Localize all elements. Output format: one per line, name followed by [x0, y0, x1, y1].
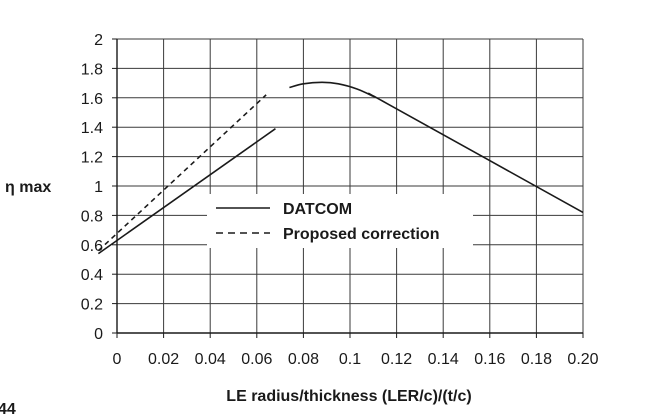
y-tick-label: 0.2 [81, 297, 103, 314]
x-tick-label: 0.14 [428, 351, 459, 368]
x-tick-label: 0.16 [474, 351, 505, 368]
x-tick-label: 0.06 [241, 351, 272, 368]
x-tick-label: 0.08 [288, 351, 319, 368]
x-tick-label: 0 [113, 351, 122, 368]
x-tick-labels: 0 0.02 0.04 0.06 0.08 0.1 0.12 0.14 0.16 0.18 0.20 [113, 333, 599, 368]
series-datcom-line-2 [289, 81, 584, 214]
page-number: 44 [0, 401, 16, 415]
x-tick-label: 0.12 [381, 351, 412, 368]
series-layer [97, 81, 584, 255]
legend: DATCOM Proposed correction [216, 201, 439, 243]
y-tick-label: 1.2 [81, 150, 103, 167]
series-datcom-line-1 [97, 128, 276, 255]
x-tick-label: 0.02 [148, 351, 179, 368]
legend-label-datcom: DATCOM [283, 201, 352, 218]
y-tick-label: 0.6 [81, 238, 103, 255]
y-tick-label: 0.8 [81, 208, 103, 225]
x-tick-label: 0.20 [567, 351, 598, 368]
x-tick-label: 0.04 [195, 351, 226, 368]
grid [116, 38, 584, 334]
x-tick-label: 0.18 [521, 351, 552, 368]
series-proposed-correction-line-1 [97, 94, 267, 252]
y-tick-label: 1 [94, 179, 103, 196]
y-axis-label: η max [5, 179, 51, 196]
y-tick-label: 2 [94, 32, 103, 49]
legend-box [207, 194, 473, 248]
y-tick-label: 1.4 [81, 120, 103, 137]
x-axis-label: LE radius/thickness (LER/c)/(t/c) [226, 388, 471, 405]
y-tick-label: 1.6 [81, 91, 103, 108]
y-tick-label: 1.8 [81, 61, 103, 78]
y-tick-label: 0 [94, 326, 103, 343]
y-tick-labels: 0 0.2 0.4 0.6 0.8 1 1.2 1.4 1.6 1.8 2 [81, 32, 117, 343]
x-tick-label: 0.1 [339, 351, 361, 368]
legend-label-proposed-correction: Proposed correction [283, 226, 439, 243]
y-tick-label: 0.4 [81, 267, 103, 284]
